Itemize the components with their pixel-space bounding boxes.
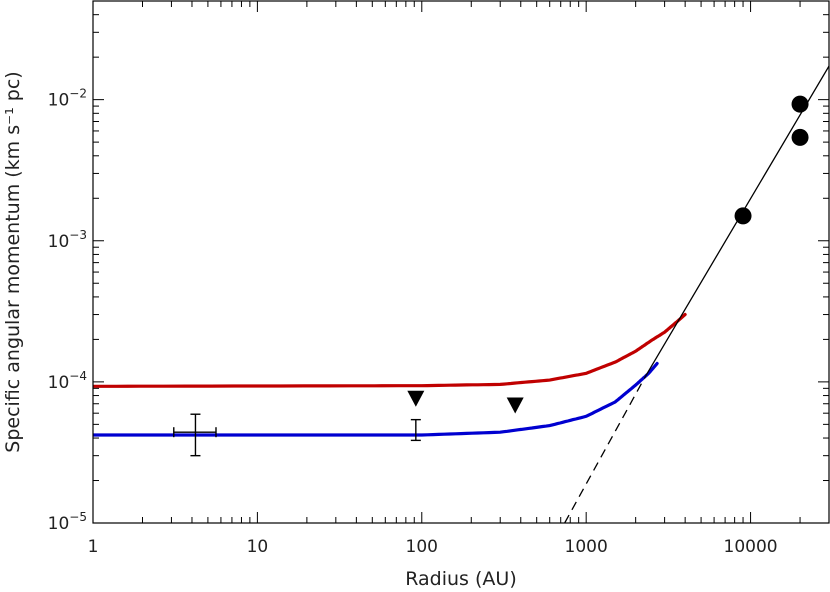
x-tick-label: 1000 <box>565 537 608 557</box>
data-point <box>734 207 752 225</box>
y-axis: 10−510−410−310−2 <box>48 0 829 534</box>
power-law-extrapolation <box>564 375 647 523</box>
series-curve <box>93 312 687 388</box>
y-tick-label: 10−5 <box>48 510 87 534</box>
y-tick-base: 10 <box>48 232 70 252</box>
upper-limit-marker <box>506 397 524 414</box>
series-down-triangle <box>407 390 524 414</box>
x-axis: 1 10 100 1000 10000 <box>88 1 830 557</box>
y-tick-exponent: −3 <box>69 228 87 242</box>
y-tick-base: 10 <box>48 91 70 111</box>
y-tick-label: 10−2 <box>48 87 87 111</box>
data-point <box>791 128 809 146</box>
y-tick-base: 10 <box>48 373 70 393</box>
y-tick-exponent: −4 <box>69 369 87 383</box>
error-bar-point <box>410 418 421 442</box>
x-tick-label: 10000 <box>724 537 778 557</box>
y-tick-exponent: −5 <box>69 510 87 524</box>
x-tick-label: 1 <box>88 537 99 557</box>
error-bar-point <box>173 413 217 457</box>
y-tick-base: 10 <box>48 514 70 534</box>
y-tick-exponent: −2 <box>69 87 87 101</box>
model-curve <box>93 312 687 388</box>
x-tick-label: 10 <box>247 537 269 557</box>
y-axis-title: Specific angular momentum (km s⁻¹ pc) <box>2 71 24 452</box>
x-axis-title: Radius (AU) <box>405 568 516 590</box>
series-errorbar <box>173 413 421 457</box>
y-tick-label: 10−4 <box>48 369 87 393</box>
plot-frame <box>92 0 830 524</box>
upper-limit-marker <box>407 390 425 407</box>
series-dashed-line <box>564 375 647 523</box>
series-filled-circle <box>734 95 809 225</box>
plot-content <box>93 65 829 523</box>
x-tick-label: 100 <box>406 537 438 557</box>
data-point <box>791 95 809 113</box>
y-tick-label: 10−3 <box>48 228 87 252</box>
